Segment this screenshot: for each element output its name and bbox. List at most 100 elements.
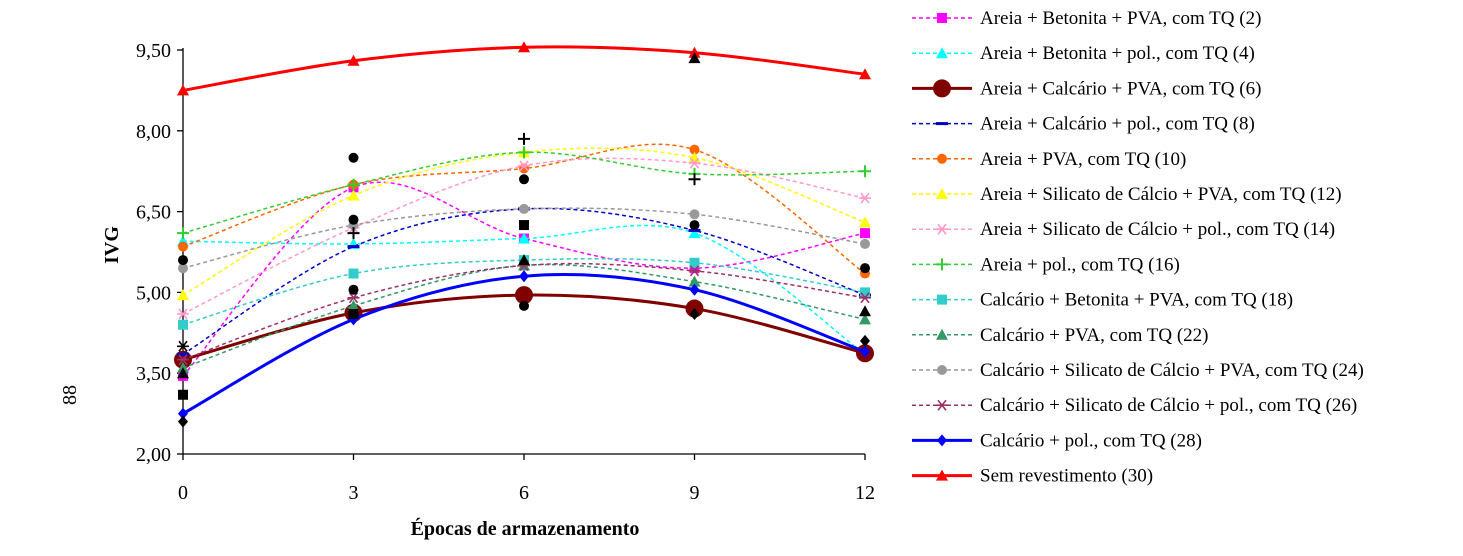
extra-data-point: [689, 220, 700, 231]
data-point: [518, 146, 530, 159]
extra-data-point: [177, 340, 189, 352]
legend-marker: [936, 328, 948, 340]
extra-data-point: [688, 52, 701, 64]
legend: Areia + Betonita + PVA, com TQ (2) Areia …: [912, 8, 1364, 487]
data-point: [348, 268, 359, 279]
y-tick-label: 3,50: [136, 363, 171, 385]
legend-label: Areia + Silicato de Cálcio + PVA, com TQ…: [980, 184, 1342, 205]
data-point: [519, 203, 529, 214]
series-line: [182, 45, 866, 92]
extra-data-point: [518, 254, 530, 266]
data-point: [347, 292, 360, 304]
data-point: [178, 263, 188, 274]
data-point: [859, 165, 871, 178]
legend-label: Calcário + Silicato de Cálcio + PVA, com…: [980, 360, 1364, 381]
legend-label: Areia + Calcário + pol., com TQ (8): [980, 114, 1255, 135]
legend-item: Areia + pol., com TQ (16): [912, 254, 1180, 275]
legend-item: Areia + Calcário + pol., com TQ (8): [912, 114, 1255, 135]
series-line: [182, 262, 866, 361]
legend-marker: [936, 188, 948, 199]
data-point: [178, 241, 188, 252]
legend-item: Areia + Silicato de Cálcio + pol., com T…: [912, 219, 1335, 240]
data-point: [347, 189, 360, 201]
data-point: [347, 299, 360, 311]
data-point: [688, 157, 701, 169]
extra-data-point: [348, 214, 359, 225]
data-point: [177, 84, 189, 96]
data-point: [860, 228, 870, 239]
data-point: [178, 319, 188, 330]
legend-item: Areia + Betonita + pol., com TQ (4): [912, 43, 1255, 64]
legend-marker: [936, 47, 948, 59]
x-tick-label: 9: [690, 482, 700, 504]
page-number: 88: [59, 385, 81, 405]
legend-label: Areia + PVA, com TQ (10): [980, 149, 1186, 170]
legend-marker: [936, 399, 948, 411]
data-point: [177, 308, 189, 320]
legend-label: Calcário + pol., com TQ (28): [980, 430, 1202, 451]
legend-label: Sem revestimento (30): [980, 466, 1153, 487]
data-point: [859, 313, 871, 325]
y-tick-label: 5,00: [136, 282, 171, 304]
extra-data-point: [519, 174, 529, 185]
legend-marker: [936, 223, 948, 235]
legend-item: Calcário + PVA, com TQ (22): [912, 325, 1208, 346]
extra-data-point: [860, 263, 870, 274]
page-number-text: 88: [59, 385, 81, 405]
data-point: [859, 216, 871, 228]
series-line: [182, 224, 866, 355]
x-tick-label: 6: [519, 482, 529, 504]
legend-item: Areia + Silicato de Cálcio + PVA, com TQ…: [912, 184, 1342, 205]
data-point: [519, 270, 529, 283]
data-point: [177, 289, 189, 301]
data-point: [688, 275, 701, 287]
legend-item: Calcário + Betonita + PVA, com TQ (18): [912, 290, 1293, 311]
legend-item: Calcário + Silicato de Cálcio + pol., co…: [912, 395, 1357, 416]
data-point: [518, 41, 530, 53]
legend-label: Areia + pol., com TQ (16): [980, 254, 1180, 275]
x-axis-label: Épocas de armazenamento: [411, 517, 640, 540]
extra-data-point: [859, 305, 871, 317]
legend-marker: [937, 294, 947, 305]
data-point: [177, 227, 189, 240]
series-line: [182, 207, 866, 355]
extra-data-point: [348, 152, 359, 163]
legend-marker: [933, 79, 951, 98]
extra-data-point: [347, 227, 360, 240]
data-point: [688, 227, 701, 239]
extra-data-point: [519, 220, 529, 231]
legend-label: Calcário + PVA, com TQ (22): [980, 325, 1208, 346]
extra-data-point: [689, 307, 700, 320]
data-point: [689, 283, 700, 296]
legend-marker: [937, 365, 947, 375]
legend-marker: [936, 469, 948, 481]
legend-label: Areia + Calcário + PVA, com TQ (6): [980, 78, 1261, 99]
y-axis-label: IVG: [101, 226, 123, 264]
extra-data-point: [348, 284, 359, 295]
data-point: [515, 286, 533, 305]
data-point: [689, 257, 700, 268]
legend-item: Areia + Calcário + PVA, com TQ (6): [912, 78, 1261, 99]
series-line: [182, 207, 866, 269]
data-point: [860, 238, 870, 249]
y-tick-label: 2,00: [136, 444, 171, 466]
legend-item: Sem revestimento (30): [912, 466, 1153, 487]
legend-label: Areia + Betonita + pol., com TQ (4): [980, 43, 1255, 64]
extra-data-point: [518, 132, 530, 145]
extra-data-point: [519, 300, 529, 311]
legend-item: Calcário + pol., com TQ (28): [912, 430, 1202, 451]
legend-marker: [936, 258, 948, 271]
y-tick-label: 8,00: [136, 121, 171, 143]
legend-label: Calcário + Silicato de Cálcio + pol., co…: [980, 395, 1357, 416]
data-point: [177, 354, 189, 366]
data-point: [859, 192, 871, 204]
legend-item: Calcário + Silicato de Cálcio + PVA, com…: [912, 360, 1364, 381]
data-point: [860, 345, 870, 358]
data-point: [689, 209, 700, 220]
extra-data-point: [178, 255, 188, 266]
legend-marker: [937, 13, 947, 23]
legend-item: Areia + PVA, com TQ (10): [912, 149, 1186, 170]
extra-points-layer: [177, 52, 871, 428]
legend-marker: [937, 434, 947, 447]
